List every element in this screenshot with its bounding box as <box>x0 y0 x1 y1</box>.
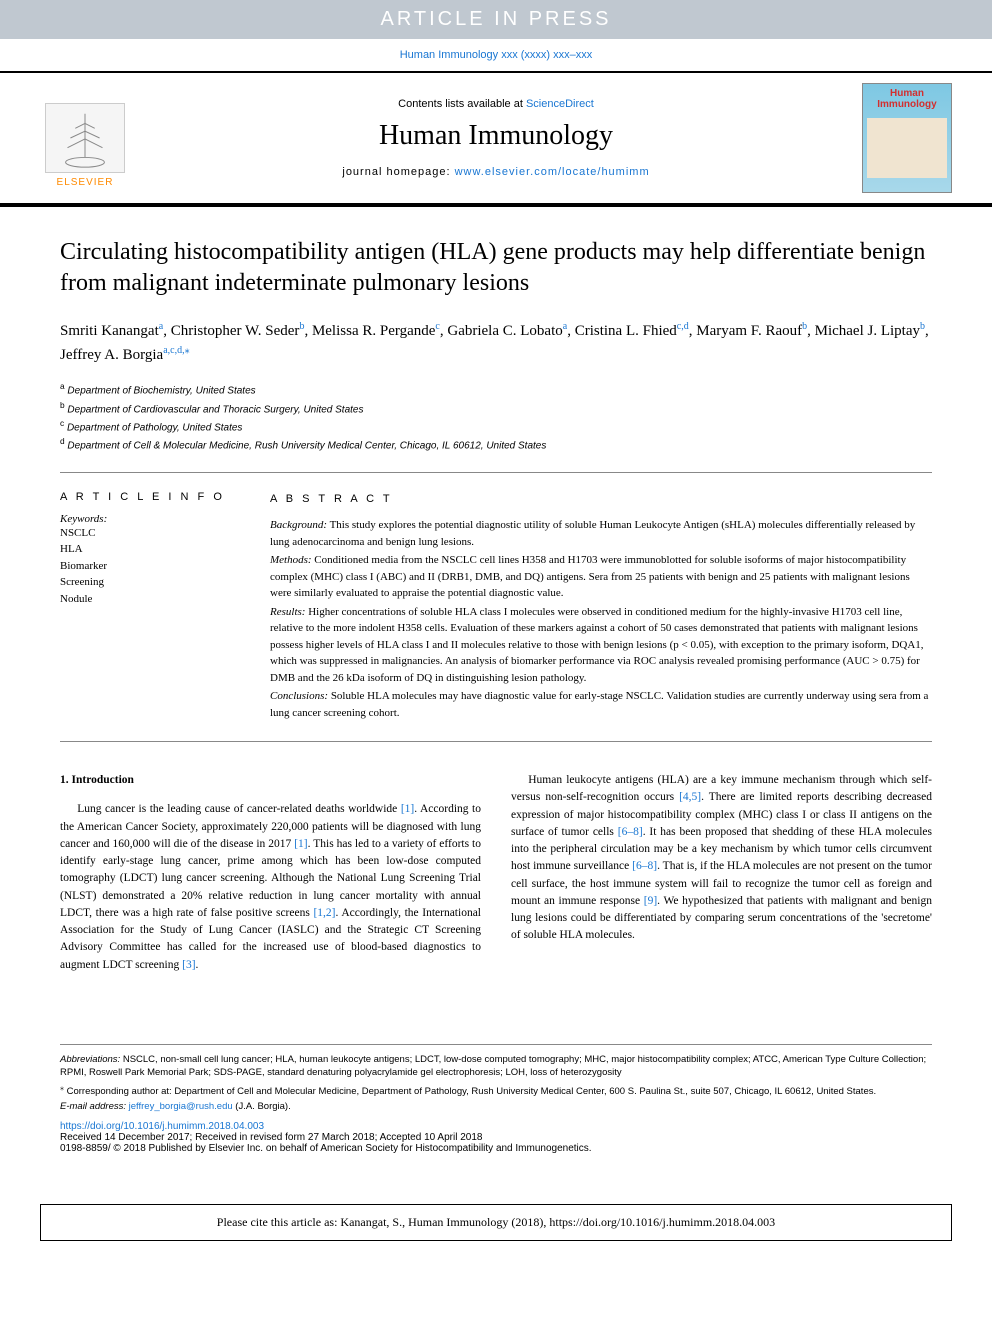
affiliations-list: a Department of Biochemistry, United Sta… <box>60 380 932 453</box>
abstract-section-text: This study explores the potential diagno… <box>270 519 915 548</box>
article-info-column: A R T I C L E I N F O Keywords: NSCLCHLA… <box>60 491 270 724</box>
corr-text: Corresponding author at: Department of C… <box>64 1086 876 1097</box>
keyword: NSCLC <box>60 525 250 542</box>
abstract-section-text: Higher concentrations of soluble HLA cla… <box>270 606 924 684</box>
email-label: E-mail address: <box>60 1101 129 1112</box>
sciencedirect-link[interactable]: ScienceDirect <box>526 98 594 110</box>
abbrev-label: Abbreviations: <box>60 1054 120 1065</box>
ref-link[interactable]: [9] <box>644 895 657 907</box>
ref-link[interactable]: [1,2] <box>313 907 335 919</box>
affiliation: c Department of Pathology, United States <box>60 417 932 435</box>
homepage-line: journal homepage: www.elsevier.com/locat… <box>130 166 862 178</box>
cover-image-placeholder <box>867 118 947 178</box>
running-head-link[interactable]: Human Immunology xxx (xxxx) xxx–xxx <box>400 49 593 61</box>
email-line: E-mail address: jeffrey_borgia@rush.edu … <box>60 1100 932 1113</box>
intro-heading: 1. Introduction <box>60 772 481 789</box>
authors-list: Smriti Kanangata, Christopher W. Sederb,… <box>60 319 932 366</box>
elsevier-brand-text: ELSEVIER <box>57 177 114 188</box>
received-line: Received 14 December 2017; Received in r… <box>60 1132 932 1143</box>
homepage-link[interactable]: www.elsevier.com/locate/humimm <box>455 166 650 178</box>
keyword: Biomarker <box>60 558 250 575</box>
ref-link[interactable]: [6–8] <box>632 860 657 872</box>
abstract-section: Results: Higher concentrations of solubl… <box>270 604 932 687</box>
cover-title: Human Immunology <box>867 88 947 110</box>
abstract-section-label: Conclusions: <box>270 690 328 702</box>
abbrev-text: NSCLC, non-small cell lung cancer; HLA, … <box>60 1054 926 1078</box>
keyword: Nodule <box>60 591 250 608</box>
contents-line: Contents lists available at ScienceDirec… <box>130 98 862 110</box>
doi-line: https://doi.org/10.1016/j.humimm.2018.04… <box>60 1121 932 1132</box>
journal-header: ELSEVIER Contents lists available at Sci… <box>0 71 992 207</box>
affiliation: b Department of Cardiovascular and Thora… <box>60 399 932 417</box>
abstract-section: Methods: Conditioned media from the NSCL… <box>270 552 932 602</box>
abstract-text: Background: This study explores the pote… <box>270 517 932 721</box>
abstract-column: A B S T R A C T Background: This study e… <box>270 491 932 724</box>
intro-paragraph-2: Human leukocyte antigens (HLA) are a key… <box>511 772 932 945</box>
running-head: Human Immunology xxx (xxxx) xxx–xxx <box>0 39 992 71</box>
affiliation: a Department of Biochemistry, United Sta… <box>60 380 932 398</box>
abstract-heading: A B S T R A C T <box>270 491 932 508</box>
email-name: (J.A. Borgia). <box>233 1101 291 1112</box>
divider <box>60 741 932 742</box>
p1-text-e: . <box>196 959 199 971</box>
homepage-label: journal homepage: <box>342 166 454 178</box>
main-text: 1. Introduction Lung cancer is the leadi… <box>60 772 932 974</box>
ref-link[interactable]: [1] <box>401 803 414 815</box>
doi-link[interactable]: https://doi.org/10.1016/j.humimm.2018.04… <box>60 1121 264 1132</box>
abbreviations-line: Abbreviations: NSCLC, non-small cell lun… <box>60 1053 932 1080</box>
info-abstract-row: A R T I C L E I N F O Keywords: NSCLCHLA… <box>60 473 932 742</box>
intro-paragraph-1: Lung cancer is the leading cause of canc… <box>60 801 481 974</box>
abstract-section-label: Background: <box>270 519 327 531</box>
contents-text: Contents lists available at <box>398 98 526 110</box>
footer-notes: Abbreviations: NSCLC, non-small cell lun… <box>60 1044 932 1113</box>
keyword: HLA <box>60 541 250 558</box>
keywords-label: Keywords: <box>60 513 250 525</box>
abstract-section-label: Results: <box>270 606 305 618</box>
abstract-section-label: Methods: <box>270 554 312 566</box>
keywords-list: NSCLCHLABiomarkerScreeningNodule <box>60 525 250 608</box>
journal-name: Human Immunology <box>130 120 862 152</box>
email-link[interactable]: jeffrey_borgia@rush.edu <box>129 1101 233 1112</box>
ref-link[interactable]: [6–8] <box>618 826 643 838</box>
abstract-section-text: Soluble HLA molecules may have diagnosti… <box>270 690 928 719</box>
elsevier-tree-icon <box>45 103 125 173</box>
p1-text-a: Lung cancer is the leading cause of canc… <box>77 803 401 815</box>
ref-link[interactable]: [1] <box>294 838 307 850</box>
abstract-section: Background: This study explores the pote… <box>270 517 932 550</box>
abstract-section-text: Conditioned media from the NSCLC cell li… <box>270 554 910 599</box>
journal-cover-thumbnail: Human Immunology <box>862 83 952 193</box>
cite-box: Please cite this article as: Kanangat, S… <box>40 1204 952 1241</box>
ref-link[interactable]: [4,5] <box>679 791 701 803</box>
keyword: Screening <box>60 574 250 591</box>
article-title: Circulating histocompatibility antigen (… <box>60 237 932 299</box>
article-in-press-banner: ARTICLE IN PRESS <box>0 0 992 39</box>
abstract-section: Conclusions: Soluble HLA molecules may h… <box>270 688 932 721</box>
corresponding-author-line: ⁎ Corresponding author at: Department of… <box>60 1082 932 1098</box>
article-body: Circulating histocompatibility antigen (… <box>0 207 992 1184</box>
journal-header-center: Contents lists available at ScienceDirec… <box>130 98 862 178</box>
ref-link[interactable]: [3] <box>182 959 195 971</box>
article-info-heading: A R T I C L E I N F O <box>60 491 250 503</box>
affiliation: d Department of Cell & Molecular Medicin… <box>60 435 932 453</box>
copyright-line: 0198-8859/ © 2018 Published by Elsevier … <box>60 1143 932 1154</box>
elsevier-logo: ELSEVIER <box>40 88 130 188</box>
